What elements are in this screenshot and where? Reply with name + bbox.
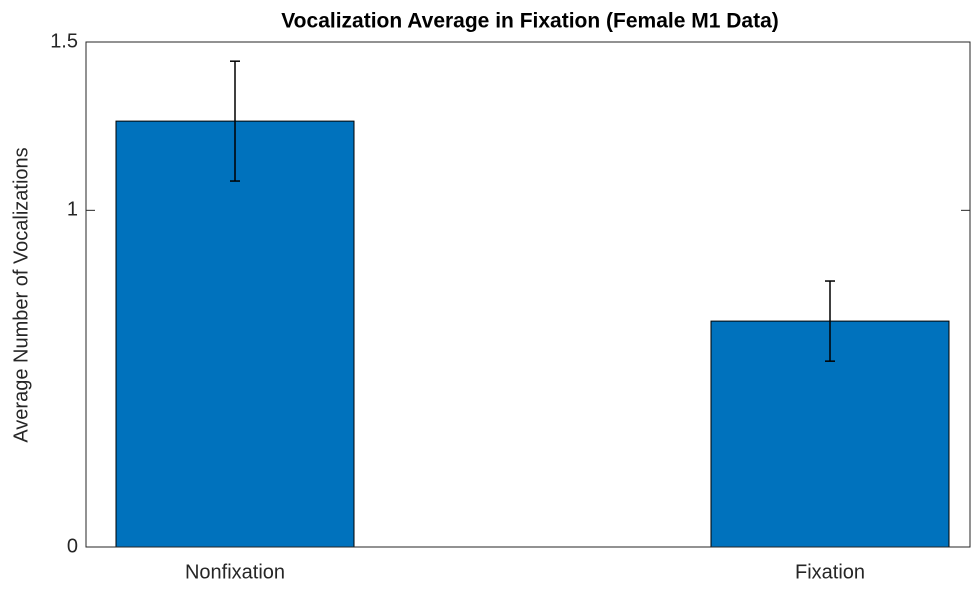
plot-area: 0 1 1.5 Nonfixation Fixation <box>50 30 970 583</box>
y-tick-label: 1 <box>67 199 78 221</box>
bar <box>115 120 355 548</box>
chart-title: Vocalization Average in Fixation (Female… <box>281 10 779 33</box>
y-axis-label: Average Number of Vocalizations <box>10 147 32 442</box>
axes-box <box>85 41 971 548</box>
x-tick-label: Fixation <box>795 561 865 583</box>
y-tick-label: 0 <box>67 535 78 557</box>
x-tick-label: Nonfixation <box>185 561 285 583</box>
y-tick-label: 1.5 <box>50 30 78 52</box>
